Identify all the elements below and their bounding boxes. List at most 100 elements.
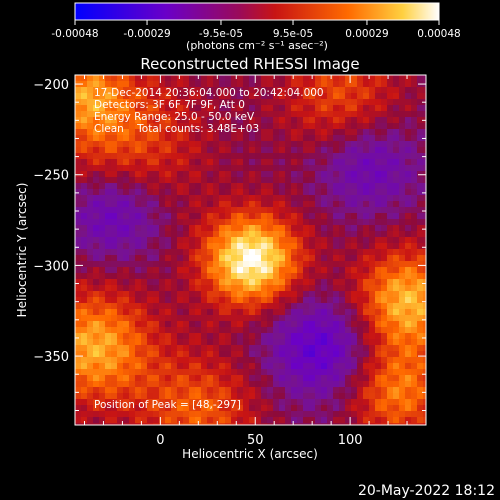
heatmap-cell [81,87,88,94]
heatmap-cell [261,165,268,172]
heatmap-cell [369,369,376,376]
heatmap-cell [183,321,190,328]
heatmap-cell [345,261,352,268]
heatmap-cell [393,231,400,238]
heatmap-cell [111,231,118,238]
heatmap-cell [333,135,340,142]
heatmap-cell [369,321,376,328]
heatmap-cell [261,339,268,346]
heatmap-cell [249,345,256,352]
heatmap-cell [117,255,124,262]
heatmap-cell [213,249,220,256]
heatmap-cell [231,363,238,370]
heatmap-cell [399,315,406,322]
heatmap-cell [273,399,280,406]
heatmap-cell [165,219,172,226]
heatmap-cell [405,351,412,358]
heatmap-cell [393,159,400,166]
heatmap-cell [135,219,142,226]
heatmap-cell [93,393,100,400]
heatmap-cell [135,87,142,94]
heatmap-cell [123,309,130,316]
heatmap-cell [309,123,316,130]
heatmap-cell [393,291,400,298]
heatmap-cell [183,111,190,118]
heatmap-cell [99,345,106,352]
heatmap-cell [423,105,426,112]
heatmap-cell [135,285,142,292]
heatmap-cell [219,411,226,418]
heatmap-cell [237,93,244,100]
heatmap-cell [363,141,370,148]
heatmap-cell [141,243,148,250]
heatmap-cell [315,303,322,310]
heatmap-cell [249,297,256,304]
heatmap-cell [99,261,106,268]
heatmap-cell [315,351,322,358]
heatmap-cell [93,231,100,238]
heatmap-cell [255,225,262,232]
heatmap-cell [321,165,328,172]
heatmap-cell [117,183,124,190]
heatmap-cell [345,249,352,256]
heatmap-cell [207,279,214,286]
heatmap-cell [345,105,352,112]
heatmap-cell [171,183,178,190]
heatmap-cell [381,183,388,190]
heatmap-cell [177,135,184,142]
heatmap-cell [333,123,340,130]
heatmap-cell [183,309,190,316]
heatmap-cell [147,99,154,106]
heatmap-cell [297,129,304,136]
heatmap-cell [321,345,328,352]
heatmap-cell [321,261,328,268]
heatmap-cell [255,99,262,106]
heatmap-cell [99,117,106,124]
heatmap-cell [375,423,382,425]
heatmap-cell [201,309,208,316]
heatmap-cell [105,81,112,88]
heatmap-cell [129,303,136,310]
heatmap-cell [345,153,352,160]
heatmap-cell [321,105,328,112]
heatmap-cell [381,405,388,412]
heatmap-cell [381,411,388,418]
heatmap-cell [357,141,364,148]
heatmap-cell [339,291,346,298]
heatmap-cell [177,195,184,202]
heatmap-cell [117,225,124,232]
heatmap-cell [141,213,148,220]
heatmap-cell [369,267,376,274]
heatmap-cell [153,147,160,154]
heatmap-cell [153,333,160,340]
heatmap-cell [279,171,286,178]
heatmap-cell [237,213,244,220]
heatmap-cell [273,183,280,190]
heatmap-cell [219,111,226,118]
heatmap-cell [405,153,412,160]
heatmap-cell [201,153,208,160]
heatmap-cell [255,261,262,268]
heatmap-cell [87,327,94,334]
heatmap-cell [273,291,280,298]
heatmap-cell [135,411,142,418]
heatmap-cell [387,165,394,172]
heatmap-cell [171,321,178,328]
heatmap-cell [189,291,196,298]
heatmap-cell [285,243,292,250]
heatmap-cell [291,219,298,226]
heatmap-cell [363,327,370,334]
heatmap-cell [183,117,190,124]
heatmap-cell [147,249,154,256]
heatmap-cell [273,345,280,352]
heatmap-cell [159,381,166,388]
heatmap-cell [279,357,286,364]
heatmap-cell [291,291,298,298]
heatmap-cell [99,81,106,88]
heatmap-cell [291,279,298,286]
heatmap-cell [381,159,388,166]
heatmap-cell [195,81,202,88]
heatmap-cell [381,225,388,232]
heatmap-cell [327,93,334,100]
heatmap-cell [393,327,400,334]
